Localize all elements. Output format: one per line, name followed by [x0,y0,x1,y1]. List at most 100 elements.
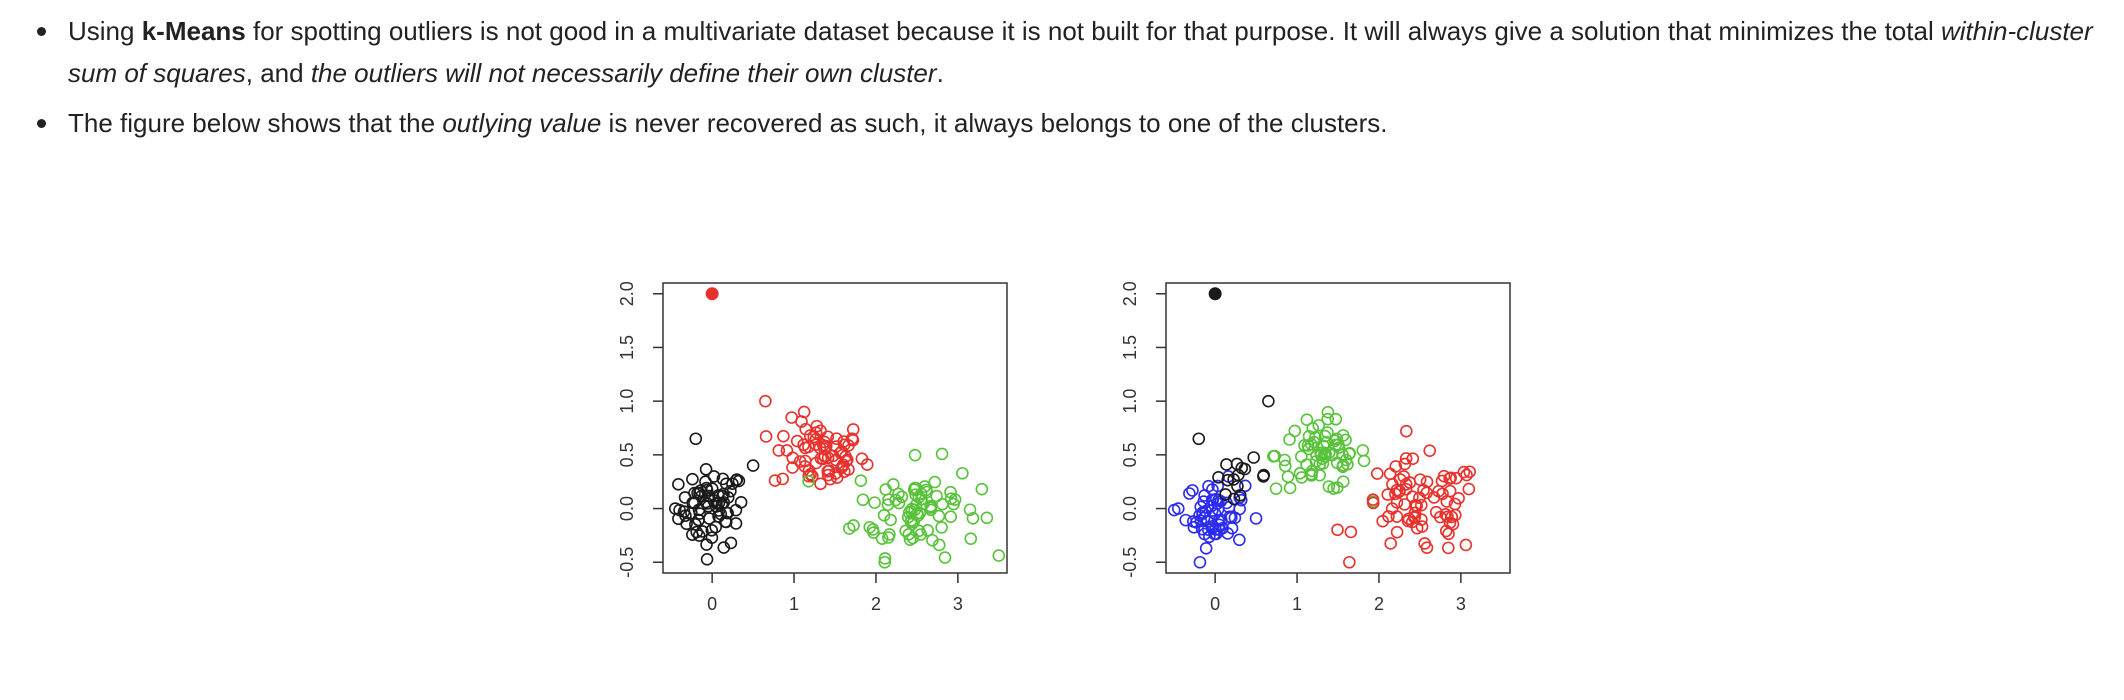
data-point-black [717,496,731,509]
data-point-red [1390,510,1404,523]
data-point-green [906,531,920,545]
data-point-blue [1223,510,1237,524]
outlying-value-term: outlying value [442,108,602,138]
data-point-green [1305,469,1318,482]
scatter-plot-2: 0 1 2 3 -0.5 0.0 0.5 1.0 1.5 2.0 [1120,281,1511,614]
data-point-black [1233,488,1247,502]
data-point-red [821,451,835,465]
data-point-green [936,497,949,511]
data-point-green [881,498,895,512]
data-point-black [1192,432,1206,446]
data-point-green [913,506,927,520]
data-point-red [1420,541,1434,555]
data-point-red [845,432,859,445]
y-tick-label: -0.5 [1120,547,1140,578]
data-point-green [935,521,948,534]
data-point-black [710,497,723,510]
data-point-green [899,524,912,538]
data-point-red [759,430,773,443]
data-point-black [746,459,760,472]
data-point-blue [1206,483,1219,496]
data-point-blue [1171,502,1185,515]
data-point-green [1283,481,1297,495]
y-tick-label: 0.5 [1120,442,1140,467]
data-point-green [963,503,977,517]
data-point-red [1370,467,1384,480]
y-tick-label: 1.5 [617,335,637,360]
data-point-green [1309,431,1322,444]
outlier-point [1208,287,1222,301]
data-point-green [802,474,815,488]
data-point-black [1219,488,1232,501]
data-point-green [912,524,926,538]
data-point-green [1293,467,1307,480]
data-point-red [1400,424,1413,438]
data-point-red [1390,525,1404,539]
x-tick-label: 0 [1210,594,1220,614]
data-point-red [1443,472,1457,485]
x-tick-label: 2 [1374,594,1384,614]
wcss-term: within-cluster sum of squares [68,16,2093,88]
data-point-red [1452,491,1465,505]
bullet-1-text-c: , and [245,58,311,88]
data-point-red [786,461,799,474]
data-point-red [1449,508,1462,522]
data-point-green [944,485,957,499]
data-point-red [1420,486,1433,500]
data-point-black [1227,473,1240,486]
data-point-black [689,432,703,446]
data-point-green [964,532,978,545]
data-point-green [884,513,897,527]
data-point-green [1321,405,1335,419]
data-point-red [1405,515,1419,529]
data-point-red [1344,525,1358,539]
data-point-red [785,411,798,424]
y-tick-label: 1.5 [1120,335,1140,360]
data-point-green [1314,446,1327,460]
data-point-green [1306,421,1320,435]
data-point-red [1399,482,1413,496]
data-point-green [1356,444,1370,457]
data-point-green [966,511,980,525]
data-point-red [814,424,827,438]
data-point-green [847,519,860,532]
data-point-black [686,472,699,486]
bullet-item: The figure below shows that the outlying… [34,102,2104,144]
data-point-green [1267,450,1280,463]
data-point-black [692,529,706,542]
data-point-black [1247,451,1260,464]
data-point-green [895,490,909,504]
data-point-green [935,447,949,461]
data-point-green [1332,441,1346,454]
y-tick-label: 0.0 [1120,496,1140,521]
data-point-red [1331,523,1344,537]
y-tick-label: 0.5 [617,442,637,467]
data-point-red [799,422,813,436]
data-point-blue [1249,512,1263,525]
data-point-red [777,429,790,443]
data-point-green [878,555,892,569]
data-point-green [1301,439,1315,452]
data-point-black [726,477,739,491]
data-point-green [908,448,922,462]
data-point-green [944,510,958,523]
data-point-black [1220,458,1233,471]
data-point-green [932,509,946,523]
data-point-red [798,441,812,455]
data-point-black [699,463,713,476]
data-point-black [1257,468,1270,482]
data-point-black [707,470,721,483]
data-point-blue [1198,489,1211,502]
data-point-green [909,498,923,512]
data-point-red [804,467,817,481]
data-point-red [829,440,843,453]
data-point-blue [1194,500,1207,514]
data-point-red [1399,452,1413,465]
data-point-red [776,472,790,486]
data-point-red [846,423,860,436]
data-point-red [1381,488,1395,501]
outliers-phrase: the outliers will not necessarily define… [310,58,937,88]
data-point-green [930,489,943,503]
data-point-black [721,506,734,520]
data-point-red [1423,444,1437,458]
